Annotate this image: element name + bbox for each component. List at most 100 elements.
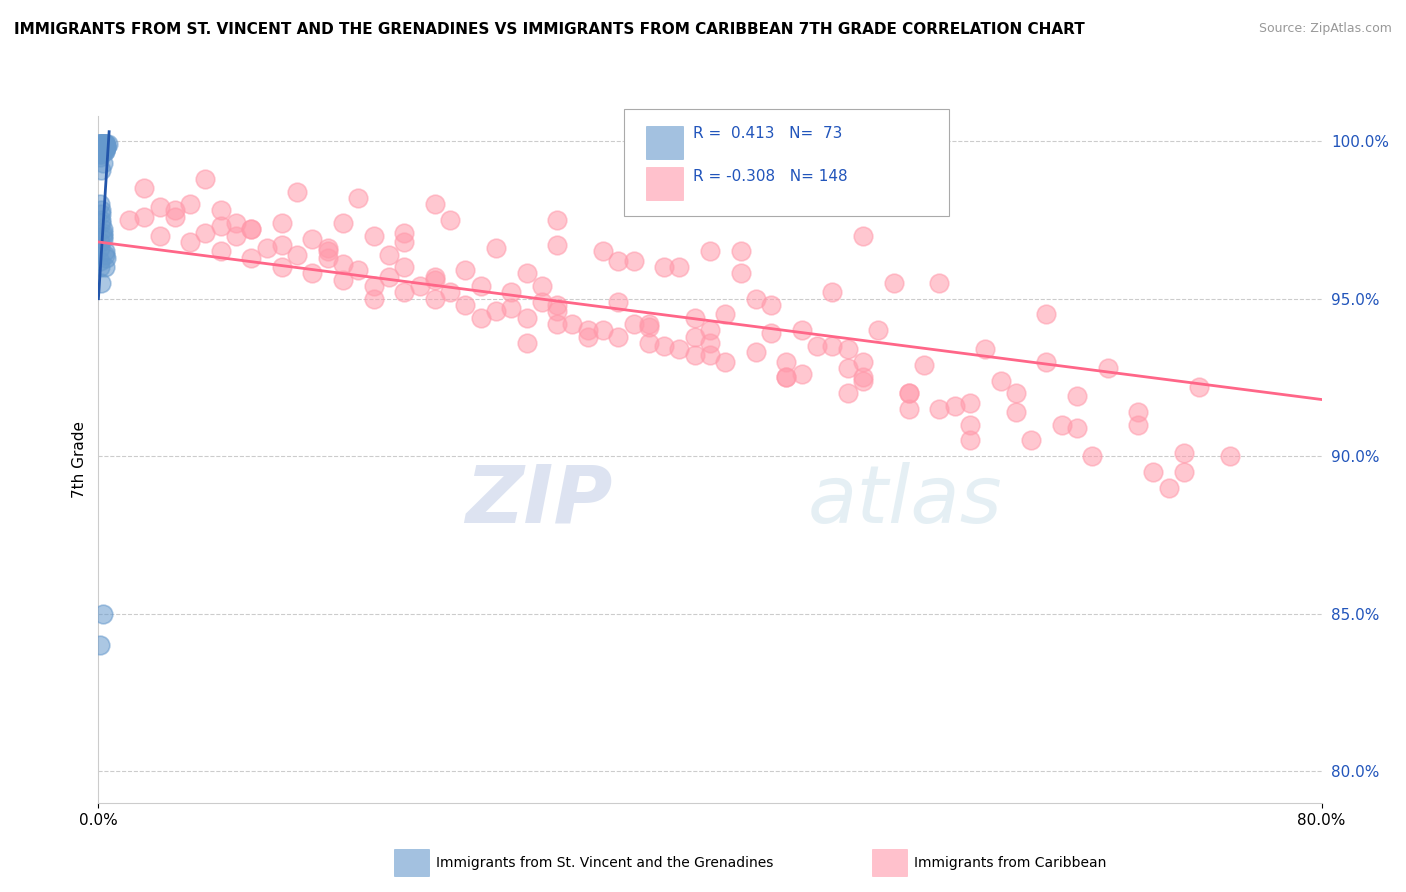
Point xyxy=(592,323,614,337)
Point xyxy=(301,232,323,246)
Point xyxy=(90,216,112,230)
Point xyxy=(91,137,114,152)
Point xyxy=(89,140,111,154)
Point xyxy=(90,144,112,158)
Point xyxy=(363,228,385,243)
Point xyxy=(225,228,247,243)
Point xyxy=(699,323,721,337)
Point xyxy=(93,137,115,152)
Point xyxy=(285,185,308,199)
Point xyxy=(93,140,115,154)
Point xyxy=(423,197,446,211)
Point xyxy=(89,235,111,249)
Point xyxy=(285,247,308,261)
Point xyxy=(392,235,416,249)
Point xyxy=(94,251,117,265)
Point xyxy=(439,285,461,300)
Point xyxy=(363,279,385,293)
Point xyxy=(668,342,690,356)
Point xyxy=(90,146,112,161)
Point xyxy=(546,213,568,227)
Point xyxy=(270,260,292,275)
Point xyxy=(1173,446,1195,460)
Point xyxy=(423,269,446,284)
Point xyxy=(301,267,323,281)
Point xyxy=(730,244,752,259)
Text: IMMIGRANTS FROM ST. VINCENT AND THE GRENADINES VS IMMIGRANTS FROM CARIBBEAN 7TH : IMMIGRANTS FROM ST. VINCENT AND THE GREN… xyxy=(14,22,1085,37)
Point xyxy=(91,140,114,154)
Point xyxy=(90,144,112,158)
Point xyxy=(90,137,112,152)
Point xyxy=(1128,417,1150,432)
Point xyxy=(91,607,114,621)
Point xyxy=(89,253,111,268)
Point xyxy=(470,310,492,325)
Point xyxy=(790,368,813,382)
Point xyxy=(392,260,416,275)
Point xyxy=(607,294,630,309)
Point xyxy=(959,395,981,409)
Point xyxy=(89,150,111,164)
Point xyxy=(91,232,114,246)
Point xyxy=(637,320,661,334)
Point xyxy=(90,140,112,154)
Point xyxy=(90,137,112,152)
Point xyxy=(852,228,875,243)
Point xyxy=(652,260,675,275)
Point xyxy=(714,308,737,322)
Point xyxy=(683,348,706,362)
Point xyxy=(378,247,401,261)
Point xyxy=(775,370,797,384)
Point xyxy=(89,137,111,152)
Point xyxy=(637,335,661,350)
Point xyxy=(439,213,461,227)
Point xyxy=(89,137,111,152)
Point xyxy=(316,241,339,255)
Point xyxy=(821,285,844,300)
Point xyxy=(790,323,813,337)
Point xyxy=(454,298,477,312)
Point xyxy=(959,417,981,432)
Point xyxy=(209,203,232,218)
Point xyxy=(1128,405,1150,419)
Point xyxy=(1188,380,1211,394)
Point xyxy=(89,137,111,152)
Point xyxy=(897,386,920,401)
Point xyxy=(576,323,599,337)
Point xyxy=(179,197,201,211)
Point xyxy=(759,326,782,341)
Point xyxy=(89,137,111,152)
Point xyxy=(745,345,768,359)
Point xyxy=(90,140,112,154)
Point xyxy=(209,219,232,234)
Point xyxy=(454,263,477,277)
Point xyxy=(90,140,112,154)
Point xyxy=(516,267,538,281)
Point xyxy=(97,137,120,152)
Point xyxy=(316,251,339,265)
Point xyxy=(90,140,112,154)
Point xyxy=(561,317,583,331)
Text: Immigrants from Caribbean: Immigrants from Caribbean xyxy=(914,855,1107,870)
Point xyxy=(516,310,538,325)
Point xyxy=(89,146,111,161)
Point xyxy=(240,251,263,265)
Point xyxy=(699,335,721,350)
Point xyxy=(94,137,117,152)
Point xyxy=(485,304,508,318)
Point xyxy=(94,140,117,154)
Point xyxy=(546,238,568,252)
Point xyxy=(868,323,890,337)
Point xyxy=(837,361,859,376)
Point xyxy=(270,238,292,252)
Point xyxy=(423,273,446,287)
Text: R = -0.308   N= 148: R = -0.308 N= 148 xyxy=(693,169,848,184)
Point xyxy=(775,355,797,369)
Point xyxy=(837,342,859,356)
Point xyxy=(90,144,112,158)
Point xyxy=(990,374,1012,388)
Point xyxy=(1157,481,1180,495)
Point xyxy=(530,279,553,293)
Point xyxy=(91,140,114,154)
Point xyxy=(209,244,232,259)
